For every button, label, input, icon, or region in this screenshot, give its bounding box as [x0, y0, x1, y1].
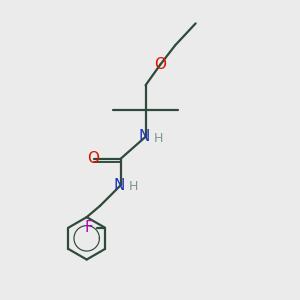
- Text: O: O: [154, 57, 166, 72]
- Text: H: H: [129, 180, 139, 193]
- Text: N: N: [113, 178, 125, 193]
- Text: H: H: [154, 132, 164, 145]
- Text: F: F: [85, 220, 93, 235]
- Text: N: N: [138, 129, 150, 144]
- Text: O: O: [88, 151, 100, 166]
